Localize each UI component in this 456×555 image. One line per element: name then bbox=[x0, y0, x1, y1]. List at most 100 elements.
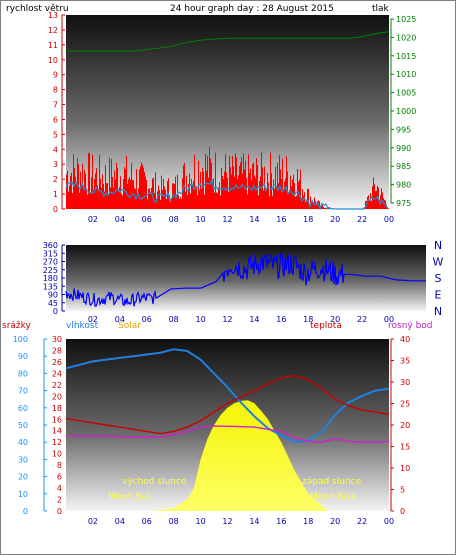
x-tick-label: 20 bbox=[330, 315, 340, 324]
direction-tick-label: 315 bbox=[43, 249, 58, 258]
environment-panel: srážky vlhkost Solar teplota rosný bod 1… bbox=[2, 321, 433, 526]
wind-x-axis: 02 04 06 08 10 12 14 16 18 20 22 00 bbox=[88, 215, 394, 224]
wind-left-tick-label: 13 bbox=[48, 11, 58, 20]
x-tick-label: 04 bbox=[115, 315, 125, 324]
wind-direction-line bbox=[65, 252, 426, 307]
rain-tick-label: 60 bbox=[18, 404, 28, 413]
compass-label: E bbox=[435, 289, 442, 302]
x-tick-label: 20 bbox=[330, 517, 340, 526]
wind-left-tick-label: 12 bbox=[48, 26, 58, 35]
direction-plot-background bbox=[66, 245, 426, 311]
humidity-tick-label: 16 bbox=[52, 415, 62, 424]
solar-label: Solar bbox=[118, 321, 141, 331]
wind-left-tick-label: 4 bbox=[53, 145, 58, 154]
x-tick-label: 12 bbox=[222, 517, 232, 526]
direction-tick-label: 90 bbox=[48, 291, 58, 300]
temperature-line bbox=[65, 374, 390, 435]
rain-tick-label: 20 bbox=[18, 473, 28, 482]
wind-axis-label: rychlost větru bbox=[6, 4, 69, 14]
x-tick-label: 16 bbox=[276, 215, 286, 224]
x-tick-label: 10 bbox=[195, 517, 205, 526]
x-tick-label: 20 bbox=[330, 215, 340, 224]
direction-x-axis: 02 04 06 08 10 12 14 16 18 20 22 00 bbox=[88, 315, 394, 324]
humidity-tick-label: 24 bbox=[52, 369, 62, 378]
x-tick-label: 16 bbox=[276, 517, 286, 526]
moonset-annotation: Moon Set bbox=[108, 492, 151, 502]
moonrise-annotation: Moon Rise bbox=[310, 492, 357, 502]
rain-label: srážky bbox=[2, 321, 32, 331]
x-tick-label: 22 bbox=[357, 517, 367, 526]
humidity-tick-label: 0 bbox=[57, 507, 62, 516]
x-tick-label: 08 bbox=[169, 215, 179, 224]
rain-tick-label: 100 bbox=[13, 335, 28, 344]
wind-left-tick-label: 6 bbox=[53, 115, 58, 124]
wind-left-tick-label: 3 bbox=[53, 160, 58, 169]
humidity-tick-label: 14 bbox=[52, 427, 62, 436]
x-tick-label: 08 bbox=[169, 315, 179, 324]
rain-tick-label: 40 bbox=[18, 438, 28, 447]
humidity-tick-label: 6 bbox=[57, 473, 62, 482]
temperature-tick-label: 30 bbox=[400, 378, 410, 387]
wind-left-tick-label: 2 bbox=[53, 175, 58, 184]
wind-plot-background bbox=[66, 15, 389, 209]
x-tick-label: 02 bbox=[88, 215, 98, 224]
direction-tick-label: 135 bbox=[43, 282, 58, 291]
pressure-tick-label: 1015 bbox=[396, 52, 416, 61]
pressure-tick-label: 980 bbox=[396, 181, 411, 190]
wind-left-tick-label: 0 bbox=[53, 205, 58, 214]
x-tick-label: 14 bbox=[249, 315, 259, 324]
x-tick-label: 06 bbox=[142, 215, 152, 224]
temperature-tick-label: 5 bbox=[400, 486, 405, 495]
dewpoint-line bbox=[66, 425, 390, 443]
direction-tick-label: 180 bbox=[43, 274, 58, 283]
x-tick-label: 00 bbox=[384, 517, 394, 526]
temperature-tick-label: 35 bbox=[400, 357, 410, 366]
rain-tick-label: 80 bbox=[18, 369, 28, 378]
x-tick-label: 22 bbox=[357, 215, 367, 224]
pressure-tick-label: 995 bbox=[396, 125, 411, 134]
x-tick-label: 00 bbox=[384, 215, 394, 224]
humidity-tick-label: 12 bbox=[52, 438, 62, 447]
x-tick-label: 18 bbox=[303, 517, 313, 526]
direction-tick-label: 225 bbox=[43, 266, 58, 275]
pressure-tick-label: 1000 bbox=[396, 107, 416, 116]
x-tick-label: 10 bbox=[195, 215, 205, 224]
pressure-tick-label: 1005 bbox=[396, 89, 416, 98]
humidity-tick-label: 4 bbox=[57, 484, 62, 493]
pressure-tick-label: 1010 bbox=[396, 70, 416, 79]
temperature-tick-label: 25 bbox=[400, 400, 410, 409]
humidity-tick-label: 18 bbox=[52, 404, 62, 413]
environment-x-axis: 02 04 06 08 10 12 14 16 18 20 22 00 bbox=[88, 517, 394, 526]
pressure-line bbox=[66, 31, 390, 52]
x-tick-label: 04 bbox=[115, 215, 125, 224]
compass-label: N bbox=[434, 239, 442, 252]
direction-tick-label: 360 bbox=[43, 241, 58, 250]
wind-left-tick-label: 1 bbox=[53, 190, 58, 199]
direction-tick-label: 0 bbox=[53, 307, 58, 316]
solar-radiation-area bbox=[153, 400, 329, 511]
compass-label: S bbox=[435, 272, 442, 285]
rain-tick-label: 30 bbox=[18, 455, 28, 464]
x-tick-label: 14 bbox=[249, 517, 259, 526]
x-tick-label: 02 bbox=[88, 517, 98, 526]
temperature-tick-label: 0 bbox=[400, 507, 405, 516]
rain-tick-label: 0 bbox=[23, 507, 28, 516]
compass-label: W bbox=[433, 256, 444, 269]
pressure-tick-label: 1020 bbox=[396, 33, 416, 42]
x-tick-label: 16 bbox=[276, 315, 286, 324]
x-tick-label: 18 bbox=[303, 315, 313, 324]
temperature-tick-label: 10 bbox=[400, 464, 410, 473]
direction-tick-label: 270 bbox=[43, 258, 58, 267]
temperature-tick-label: 15 bbox=[400, 443, 410, 452]
pressure-tick-label: 975 bbox=[396, 199, 411, 208]
wind-left-tick-label: 8 bbox=[53, 86, 58, 95]
wind-left-tick-label: 11 bbox=[48, 41, 58, 50]
humidity-tick-label: 8 bbox=[57, 461, 62, 470]
